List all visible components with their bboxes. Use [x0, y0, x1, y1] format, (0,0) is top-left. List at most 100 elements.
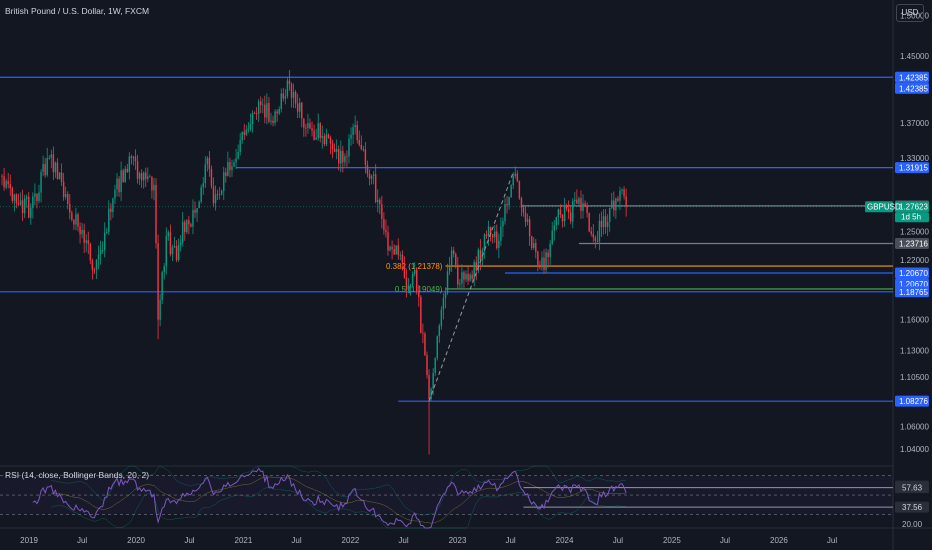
candle-body — [522, 207, 525, 213]
candle-body — [220, 190, 223, 195]
time-tick-label: 2020 — [127, 536, 145, 545]
candle-body — [477, 249, 480, 271]
candle-body — [411, 274, 414, 286]
candle-body — [214, 194, 217, 204]
candle-body — [553, 225, 556, 231]
time-tick-label: 2024 — [556, 536, 574, 545]
candle-body — [190, 224, 192, 227]
candle-body — [541, 257, 543, 268]
candle-body — [335, 148, 338, 152]
candle-body — [502, 221, 504, 227]
price-axis[interactable]: 1.500001.450001.410001.370001.330001.250… — [865, 12, 929, 454]
candle-body — [436, 336, 438, 358]
candle-body — [442, 298, 445, 310]
candle-body — [1, 175, 3, 177]
candle-body — [362, 149, 365, 150]
time-tick-label: 2026 — [770, 536, 788, 545]
candle-body — [475, 262, 477, 271]
candle-body — [555, 217, 558, 226]
candle-body — [85, 240, 87, 243]
candle-body — [247, 128, 250, 130]
candle-body — [264, 104, 266, 118]
candle-body — [23, 198, 26, 214]
candle-body — [298, 102, 301, 112]
candle-body — [225, 172, 227, 176]
candle-body — [582, 203, 584, 211]
candle-body — [151, 176, 153, 191]
candle-body — [194, 209, 196, 213]
candle-body — [44, 163, 46, 176]
price-tag: 1.08276 — [899, 397, 928, 406]
candle-body — [508, 196, 510, 206]
candle-body — [370, 175, 373, 179]
price-tag: 1.20670 — [899, 269, 928, 278]
candle-body — [518, 181, 521, 199]
candle-body — [218, 194, 221, 196]
candle-body — [91, 260, 94, 270]
candle-body — [292, 91, 295, 98]
candle-body — [389, 246, 391, 251]
candle-body — [34, 193, 36, 197]
candle-body — [354, 125, 356, 128]
candle-body — [321, 135, 324, 139]
candle-body — [325, 134, 328, 145]
candle-body — [416, 269, 418, 291]
candle-body — [56, 162, 59, 179]
candle-body — [426, 355, 428, 376]
candle-body — [473, 262, 475, 280]
candle-body — [377, 199, 379, 203]
candle-body — [290, 84, 293, 98]
candle-body — [483, 234, 486, 251]
time-tick-label: Jul — [398, 536, 408, 545]
candle-body — [173, 246, 176, 248]
candle-body — [227, 162, 229, 176]
candle-body — [134, 156, 137, 162]
candle-body — [46, 158, 48, 176]
candle-body — [30, 207, 32, 218]
candle-body — [510, 185, 512, 197]
candle-body — [198, 201, 200, 209]
candle-body — [319, 123, 321, 139]
candle-body — [340, 150, 342, 164]
candle-body — [489, 226, 492, 234]
rsi-indicator-title[interactable]: RSI (14, close, Bollinger Bands, 20, 2) — [5, 470, 150, 480]
currency-button[interactable]: USD — [896, 4, 924, 22]
candle-body — [274, 111, 276, 123]
candle-body — [418, 290, 420, 297]
time-axis[interactable]: 2019 Jul 2020 Jul 2021 Jul 2022 Jul 2023 Jul 2024 J… — [20, 536, 837, 545]
candle-body — [149, 176, 151, 178]
time-tick-label: 2019 — [20, 536, 38, 545]
rsi-line — [32, 467, 627, 529]
price-tag-bg — [895, 267, 929, 279]
candle-body — [192, 209, 194, 227]
candle-body — [140, 173, 143, 181]
rsi-tag-bg — [895, 501, 929, 513]
candle-body — [469, 274, 471, 281]
candle-body — [395, 245, 397, 255]
price-tag: 1.31915 — [899, 164, 928, 173]
candle-body — [619, 190, 621, 201]
candle-body — [317, 123, 319, 138]
candle-body — [237, 151, 239, 159]
candle-body — [327, 134, 330, 138]
ticker-tag-bg — [865, 201, 893, 213]
candle-body — [430, 388, 432, 399]
rsi-bb-upper — [51, 465, 627, 516]
candle-body — [545, 252, 547, 270]
candle-body — [212, 186, 215, 204]
candle-body — [262, 104, 264, 106]
candle-body — [428, 375, 430, 399]
candle-body — [604, 216, 607, 227]
candle-body — [286, 80, 289, 97]
symbol-title: British Pound / U.S. Dollar, 1W, FXCM — [5, 6, 150, 16]
rsi-tag: 37.56 — [902, 503, 923, 512]
time-tick-label: Jul — [720, 536, 730, 545]
price-tick-label: 1.33000 — [900, 154, 929, 163]
candle-body — [93, 269, 96, 271]
candle-body — [621, 189, 623, 191]
candle-body — [452, 250, 455, 254]
candle-body — [73, 219, 75, 225]
candle-body — [413, 269, 416, 275]
